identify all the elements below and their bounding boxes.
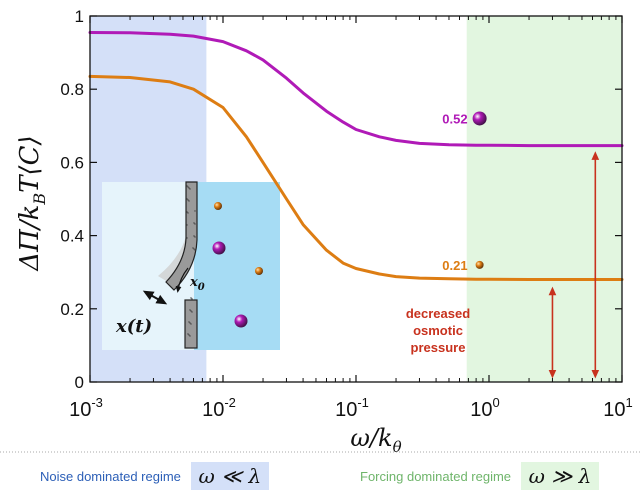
x-tick-base: 10 — [335, 399, 357, 421]
curve-series-1 — [88, 31, 624, 148]
x-tick-exponent: -3 — [91, 395, 103, 410]
membrane-speckle — [186, 237, 188, 239]
y-tick-label: 0.4 — [60, 227, 84, 246]
membrane-speckle — [186, 211, 188, 213]
forcing-regime-band — [466, 16, 622, 382]
x-tick-exponent: -2 — [224, 395, 236, 410]
small-particle-marker — [475, 260, 484, 269]
decreased-pressure-line: osmotic — [413, 323, 463, 338]
membrane-bent — [165, 181, 198, 291]
membrane-speckle — [194, 249, 196, 251]
membrane-speckle — [190, 323, 192, 325]
membrane-speckle — [194, 210, 196, 212]
membrane-speckle — [190, 297, 192, 299]
x-axis-title: ω/kθ — [350, 424, 401, 456]
membrane-speckle — [188, 200, 190, 202]
membrane-speckle — [188, 187, 190, 189]
membrane-speckle — [186, 198, 188, 200]
x-tick-base: 10 — [202, 399, 224, 421]
membrane-speckle — [186, 224, 188, 226]
noise-regime-formula: ω ≪ λ — [190, 462, 270, 490]
membrane-speckle — [186, 185, 188, 187]
membrane-speckle — [188, 321, 190, 323]
y-axis-title-rest: T⟨C⟩ — [15, 135, 45, 193]
x-tick-label: 10-1 — [335, 395, 369, 421]
x-tick-exponent: 1 — [626, 395, 633, 410]
membrane-speckle — [191, 311, 193, 313]
regime-shading — [0, 16, 640, 453]
membrane-speckle — [193, 248, 195, 250]
membrane-speckle — [189, 309, 191, 311]
membrane-speckle — [190, 310, 192, 312]
inset-illustration: x(t)x0 — [102, 181, 280, 350]
membrane-speckle — [193, 222, 195, 224]
noise-regime-label: Noise dominated regime — [40, 468, 181, 484]
membrane-speckle — [193, 235, 195, 237]
membrane-speckle — [188, 334, 190, 336]
x-tick-label: 10-2 — [202, 395, 236, 421]
forcing-regime-formula: ω ≫ λ — [520, 462, 600, 490]
x-tick-label: 101 — [603, 395, 632, 421]
inset-xt-label: x(t) — [115, 316, 152, 337]
membrane-speckle — [192, 247, 194, 249]
inset-particle — [234, 314, 248, 328]
decreased-pressure-note: decreased osmotic pressure — [406, 306, 470, 355]
membrane-speckle — [189, 322, 191, 324]
curve-series-2 — [88, 74, 624, 281]
y-tick-label: 1 — [75, 7, 84, 26]
large-particle-value: 0.52 — [442, 111, 467, 126]
decreased-pressure-line: decreased — [406, 306, 470, 321]
y-tick-label: 0.6 — [60, 153, 84, 172]
displacement-arrow — [142, 290, 168, 305]
membrane-speckle — [187, 186, 189, 188]
inset-particle — [255, 267, 263, 275]
small-particle-value: 0.21 — [442, 258, 467, 273]
x-tick-base: 10 — [603, 399, 625, 421]
x-axis-title-subscript: θ — [393, 438, 402, 456]
forcing-regime-caption: Forcing dominated regime ω ≫ λ — [360, 462, 600, 492]
y-axis-title: ΔΠ/kBT⟨C⟩ — [15, 135, 49, 271]
x-tick-label: 100 — [470, 395, 499, 421]
inset-particle — [212, 241, 226, 255]
inset-particle — [214, 202, 222, 210]
y-axis-title-main: ΔΠ/k — [15, 205, 45, 272]
x-tick-exponent: 0 — [493, 395, 500, 410]
decreased-pressure-line: pressure — [411, 340, 466, 355]
membrane-speckle — [187, 333, 189, 335]
large-particle-marker — [472, 111, 487, 126]
pressure-arrows — [548, 151, 600, 379]
x-tick-exponent: -1 — [357, 395, 369, 410]
membrane-speckle — [191, 298, 193, 300]
curves — [88, 31, 624, 281]
membrane-speckle — [189, 188, 191, 190]
x-tick-label: 10-3 — [69, 395, 103, 421]
inset-x0-subscript: 0 — [198, 282, 205, 293]
rest-position-arrow — [175, 267, 189, 293]
x-tick-base: 10 — [69, 399, 91, 421]
membrane-speckle — [194, 236, 196, 238]
membrane-speckle — [187, 199, 189, 201]
x-tick-base: 10 — [470, 399, 492, 421]
membrane-speckle — [189, 335, 191, 337]
forcing-regime-label: Forcing dominated regime — [360, 468, 512, 484]
y-tick-label: 0 — [75, 373, 84, 392]
value-annotations: 0.52 0.21 decreased osmotic pressure — [406, 111, 487, 355]
noise-regime-caption: Noise dominated regime ω ≪ λ — [40, 462, 270, 492]
membrane-speckle — [187, 212, 189, 214]
y-tick-label: 0.8 — [60, 80, 84, 99]
y-tick-label: 0.2 — [60, 300, 84, 319]
membrane-speckle — [194, 223, 196, 225]
y-axis-title-subscript: B — [30, 193, 49, 206]
